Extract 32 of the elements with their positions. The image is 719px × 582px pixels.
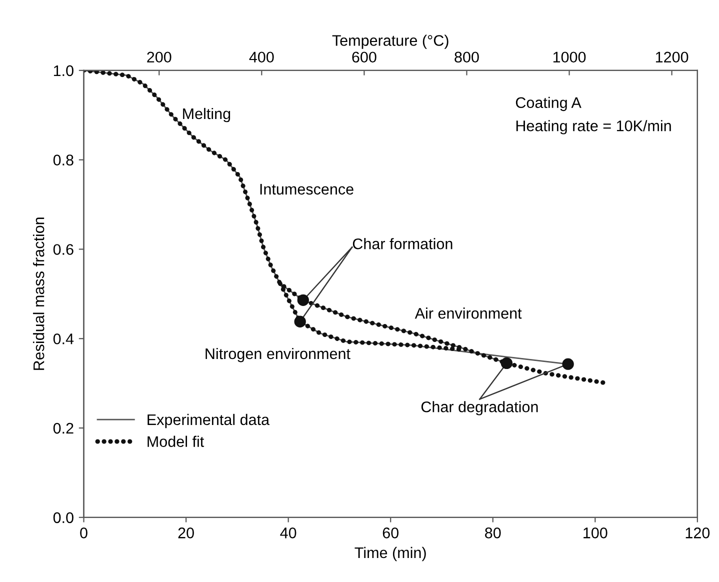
x-tick-label: 60 <box>382 528 398 538</box>
x-tick-label: 40 <box>280 528 296 538</box>
x2-tick-label: 600 <box>352 52 376 63</box>
x2-tick-label: 1200 <box>656 52 688 63</box>
x-tick-label: 100 <box>584 528 608 538</box>
y-axis-title: Residual mass fraction <box>33 218 44 370</box>
x2-tick-label: 400 <box>249 52 274 63</box>
annotation: Air environment <box>414 308 522 319</box>
y-tick-label: 0.8 <box>53 154 74 166</box>
x2-tick-label: 800 <box>454 52 479 63</box>
y-tick-label: 0.0 <box>53 512 74 524</box>
x2-axis-title: Temperature (°C) <box>332 34 448 49</box>
x-tick-label: 0 <box>80 528 88 538</box>
legend-label: Model fit <box>148 436 204 447</box>
x-tick-label: 20 <box>178 528 194 538</box>
annotation: Nitrogen environment <box>206 348 350 362</box>
annotation: Heating rate = 10K/min <box>516 120 671 134</box>
y-tick-label: 0.2 <box>53 422 74 434</box>
y-tick-label: 0.4 <box>53 333 74 344</box>
annotation: Char degradation <box>421 401 538 416</box>
y-tick-label: 1.0 <box>54 65 74 76</box>
annotation: Intumescence <box>260 184 354 195</box>
x2-tick-label: 200 <box>147 52 172 63</box>
y-tick-label: 0.6 <box>53 244 74 255</box>
annotation: Coating A <box>516 96 582 112</box>
legend-label: Experimental data <box>148 414 270 428</box>
x-tick-label: 80 <box>485 528 501 538</box>
x-axis-title: Time (min) <box>354 546 426 562</box>
annotation: Char formation <box>352 238 452 250</box>
x-tick-label: 120 <box>686 528 710 538</box>
x2-tick-label: 1000 <box>553 52 586 63</box>
annotation: Melting <box>183 108 230 122</box>
